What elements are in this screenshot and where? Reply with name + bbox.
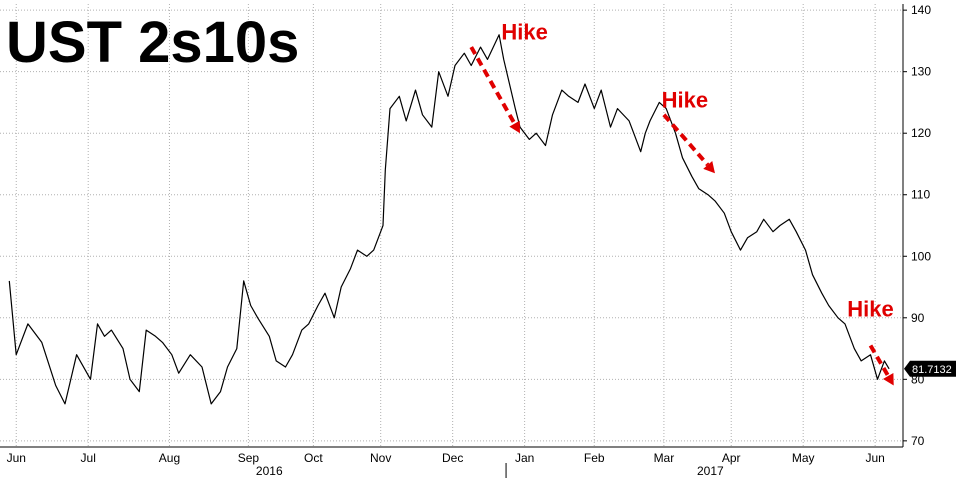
x-tick-label: Apr xyxy=(722,451,741,465)
annotation-label: Hike xyxy=(847,297,893,322)
x-year-label: 2017 xyxy=(697,464,724,478)
x-tick-label: Jul xyxy=(81,451,96,465)
y-tick-label: 90 xyxy=(911,311,925,325)
last-value-badge xyxy=(904,360,956,377)
annotation-arrow xyxy=(469,46,517,125)
x-tick-label: Sep xyxy=(238,451,260,465)
annotation-arrowhead xyxy=(703,160,715,174)
annotation-arrow xyxy=(868,344,890,377)
y-tick-label: 120 xyxy=(911,126,931,140)
x-tick-label: Nov xyxy=(370,451,391,465)
x-tick-label: May xyxy=(792,451,815,465)
x-tick-label: Feb xyxy=(584,451,605,465)
x-tick-label: Oct xyxy=(304,451,323,465)
annotation-label: Hike xyxy=(662,87,708,112)
annotation-arrow xyxy=(662,113,710,167)
last-value-label: 81.7132 xyxy=(912,364,952,376)
x-tick-label: Dec xyxy=(442,451,463,465)
annotation-arrowhead xyxy=(509,120,520,134)
x-tick-label: Jun xyxy=(7,451,26,465)
annotation-arrowhead xyxy=(883,372,894,386)
y-tick-label: 70 xyxy=(911,434,925,448)
y-tick-label: 130 xyxy=(911,65,931,79)
x-tick-label: Mar xyxy=(654,451,675,465)
annotation-label: Hike xyxy=(501,20,547,45)
y-tick-label: 100 xyxy=(911,249,931,263)
chart-title: UST 2s10s xyxy=(6,10,299,75)
x-tick-label: Aug xyxy=(159,451,180,465)
x-year-label: 2016 xyxy=(256,464,283,478)
x-tick-label: Jan xyxy=(515,451,534,465)
y-tick-label: 140 xyxy=(911,3,931,17)
x-tick-label: Jun xyxy=(865,451,884,465)
series-line xyxy=(8,34,890,405)
y-tick-label: 110 xyxy=(911,188,930,202)
